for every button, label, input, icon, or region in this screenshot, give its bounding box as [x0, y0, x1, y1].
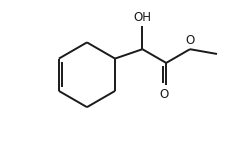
Text: OH: OH [133, 11, 152, 24]
Text: O: O [185, 34, 195, 47]
Text: O: O [159, 88, 169, 101]
